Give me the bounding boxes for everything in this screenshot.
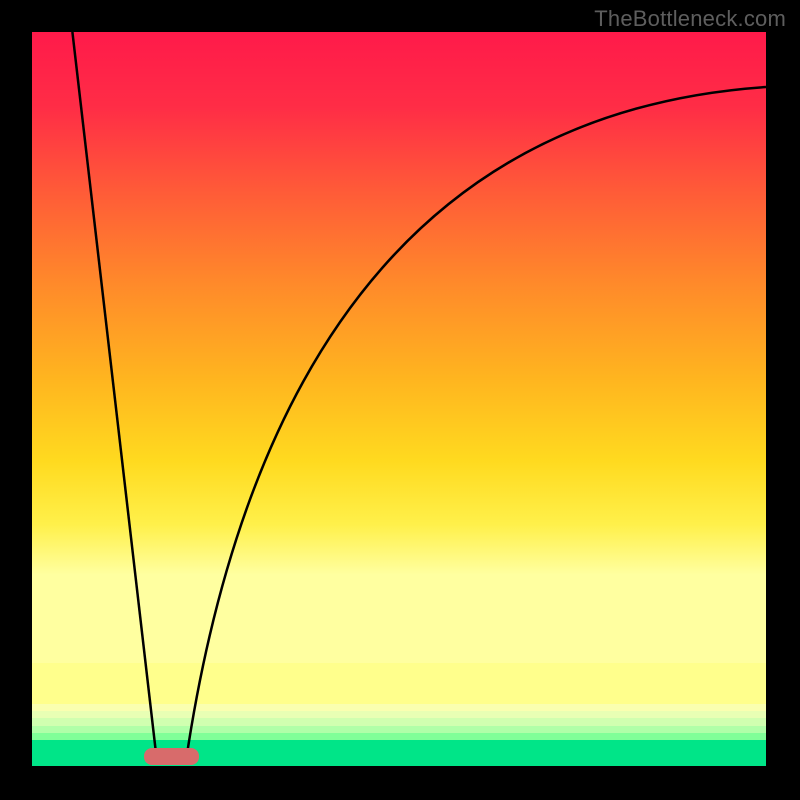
bottleneck-marker <box>144 748 199 766</box>
plot-area <box>32 32 766 766</box>
curve-right-leg <box>186 87 766 760</box>
watermark-text: TheBottleneck.com <box>594 6 786 32</box>
curve-overlay <box>32 32 766 766</box>
image-container: TheBottleneck.com <box>0 0 800 800</box>
curve-left-leg <box>72 32 156 760</box>
